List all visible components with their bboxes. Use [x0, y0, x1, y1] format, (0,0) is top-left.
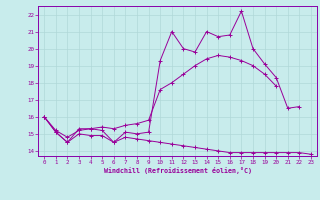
X-axis label: Windchill (Refroidissement éolien,°C): Windchill (Refroidissement éolien,°C)	[104, 167, 252, 174]
